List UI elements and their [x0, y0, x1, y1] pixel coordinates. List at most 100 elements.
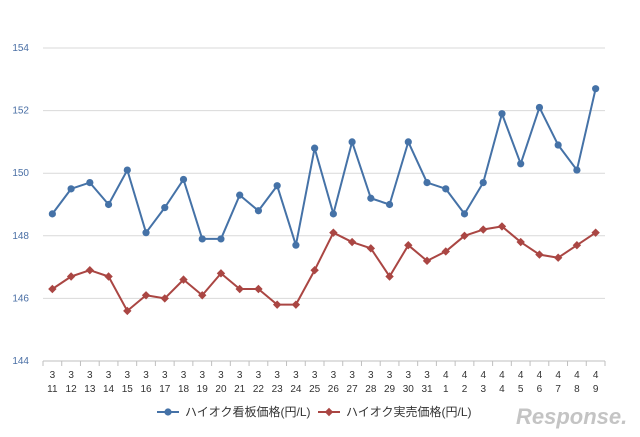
data-point: [123, 306, 132, 316]
y-tick-label: 152: [12, 106, 29, 117]
x-tick-day: 20: [215, 384, 227, 395]
data-point: [86, 178, 94, 187]
data-point: [460, 231, 469, 240]
x-tick-month: 4: [518, 370, 524, 381]
data-point: [348, 138, 356, 146]
x-tick-month: 4: [555, 370, 561, 381]
data-point: [254, 284, 263, 294]
y-tick-label: 148: [12, 231, 29, 242]
x-tick-month: 3: [274, 370, 280, 381]
data-point: [48, 284, 57, 294]
data-point: [141, 291, 151, 300]
x-tick-day: 4: [499, 384, 505, 395]
x-tick-day: 27: [347, 384, 359, 395]
x-tick-month: 4: [574, 370, 580, 381]
data-point: [404, 138, 412, 146]
x-tick-day: 14: [103, 384, 115, 395]
data-point: [66, 272, 76, 281]
legend-label: ハイオク看板価格(円/L): [185, 404, 311, 419]
data-point: [236, 191, 244, 199]
legend-marker: [164, 408, 172, 416]
data-point: [179, 175, 188, 184]
legend-label: ハイオク実売価格(円/L): [346, 404, 472, 419]
x-tick-day: 21: [234, 384, 246, 395]
x-tick-month: 3: [237, 370, 243, 381]
series-1: [48, 85, 600, 249]
series-layer: [48, 85, 600, 316]
x-tick-month: 3: [199, 370, 205, 381]
data-point: [423, 178, 431, 187]
data-point: [385, 272, 394, 281]
x-tick-month: 3: [218, 370, 224, 381]
data-point: [517, 160, 525, 168]
data-point: [479, 225, 488, 234]
x-tick-month: 3: [106, 370, 112, 381]
data-point: [254, 207, 263, 215]
data-point: [498, 110, 506, 118]
x-tick-month: 3: [331, 370, 337, 381]
data-point: [142, 229, 150, 237]
data-point: [554, 141, 562, 149]
y-tick-label: 144: [12, 356, 29, 367]
y-tick-label: 150: [12, 168, 29, 179]
x-tick-day: 31: [421, 384, 433, 395]
data-point: [329, 210, 337, 218]
watermark: Response.: [516, 404, 627, 429]
data-point: [441, 247, 450, 256]
x-tick-day: 26: [328, 384, 340, 395]
legend: ハイオク看板価格(円/L) ハイオク実売価格(円/L): [157, 404, 472, 419]
y-axis: 144 146 148 150 152 154: [12, 43, 29, 367]
x-tick-day: 8: [574, 384, 580, 395]
x-tick-day: 2: [462, 384, 468, 395]
y-tick-label: 154: [12, 43, 29, 54]
x-tick-day: 25: [309, 384, 321, 395]
data-point: [329, 228, 338, 237]
data-point: [123, 166, 131, 174]
x-tick-month: 3: [87, 370, 93, 381]
series-line: [51, 88, 597, 247]
watermark-text: Response.: [516, 404, 627, 429]
data-point: [216, 269, 226, 278]
x-tick-day: 15: [122, 384, 134, 395]
data-point: [442, 185, 450, 193]
x-tick-month: 3: [387, 370, 393, 381]
data-point: [497, 222, 507, 231]
x-tick-month: 4: [480, 370, 486, 381]
data-point: [592, 85, 600, 93]
data-point: [535, 250, 544, 259]
data-point: [460, 210, 469, 218]
data-point: [217, 235, 225, 243]
data-point: [291, 300, 301, 309]
x-tick-month: 3: [68, 370, 74, 381]
x-tick-month: 3: [349, 370, 355, 381]
data-point: [516, 237, 525, 247]
x-tick-day: 24: [290, 384, 302, 395]
x-tick-day: 13: [84, 384, 96, 395]
data-point: [85, 266, 95, 275]
x-tick-month: 3: [143, 370, 149, 381]
x-tick-month: 3: [181, 370, 187, 381]
x-tick-day: 22: [253, 384, 265, 395]
x-tick-day: 18: [178, 384, 190, 395]
x-tick-day: 11: [47, 384, 58, 395]
data-point: [347, 237, 357, 247]
data-point: [160, 294, 169, 303]
x-tick-month: 3: [312, 370, 318, 381]
data-point: [67, 185, 75, 193]
legend-marker: [324, 407, 334, 417]
x-axis: 3113123133143153163173183193203213223233…: [42, 360, 606, 395]
x-tick-day: 16: [140, 384, 152, 395]
data-point: [479, 178, 487, 187]
x-tick-month: 4: [443, 370, 449, 381]
data-point: [292, 241, 300, 249]
x-tick-month: 3: [293, 370, 299, 381]
x-tick-day: 7: [555, 384, 561, 395]
data-point: [404, 240, 413, 250]
data-point: [422, 256, 432, 266]
x-tick-day: 28: [365, 384, 377, 395]
x-tick-day: 12: [66, 384, 78, 395]
x-tick-day: 23: [272, 384, 284, 395]
data-point: [553, 253, 563, 262]
y-tick-label: 146: [12, 293, 29, 304]
data-point: [591, 228, 600, 237]
